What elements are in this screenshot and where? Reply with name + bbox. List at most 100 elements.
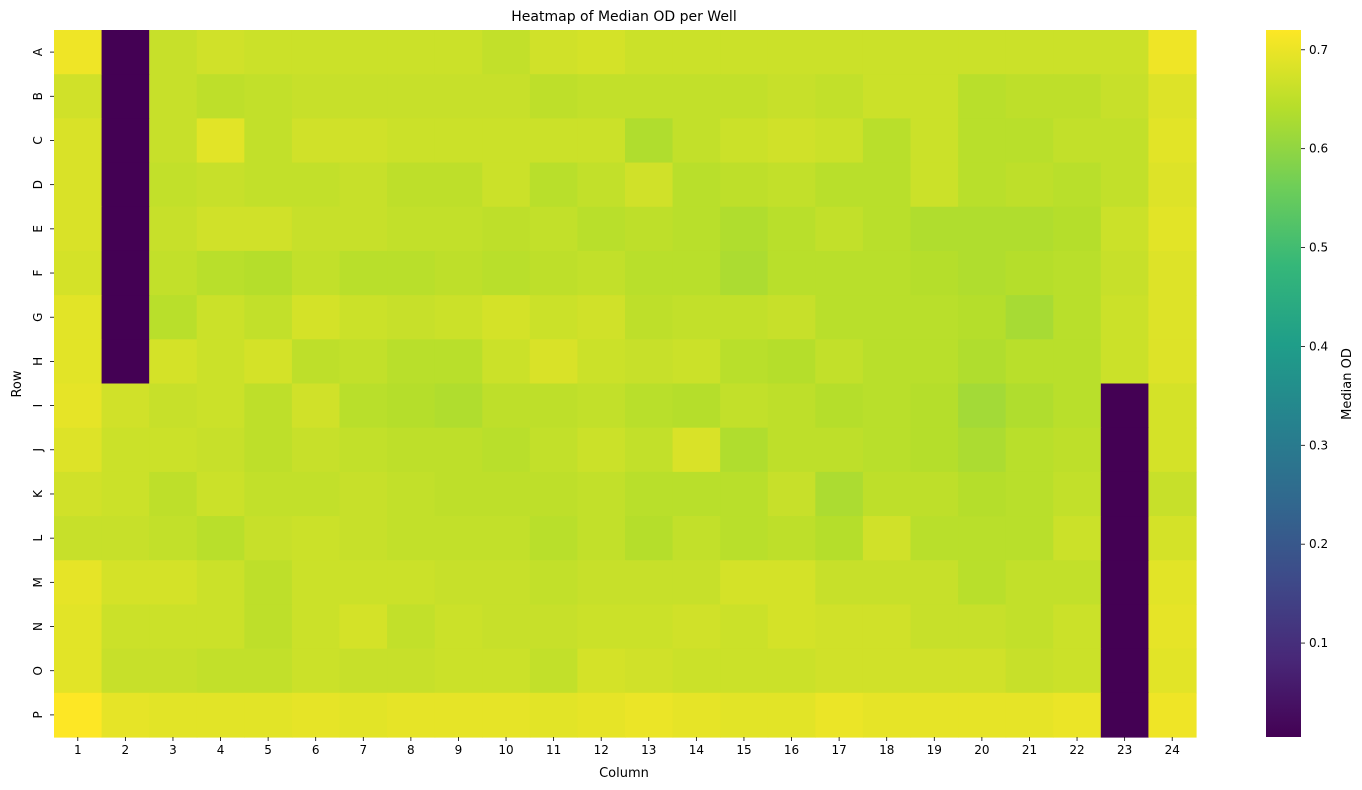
heatmap-cell-B23 [1100,74,1150,119]
heatmap-cell-O1 [54,648,103,694]
heatmap-cell-B17 [815,74,864,119]
x-tick-label: 24 [1165,743,1180,757]
heatmap-cell-K14 [672,471,721,517]
heatmap-cell-A13 [625,30,674,75]
heatmap-cell-F21 [1005,250,1054,296]
heatmap-cell-F17 [815,250,864,296]
heatmap-cell-L7 [339,516,388,561]
heatmap-cell-I1 [54,383,103,429]
heatmap-cell-K1 [54,471,103,517]
heatmap-cell-N1 [54,604,103,650]
heatmap-cell-A18 [862,30,912,75]
heatmap-cell-A14 [672,30,721,75]
heatmap-cell-F5 [244,250,293,296]
heatmap-cell-A17 [815,30,864,75]
heatmap-cell-G19 [910,295,959,340]
heatmap-cell-J19 [910,427,959,473]
heatmap-cell-N7 [339,604,388,650]
y-tick-label: P [31,711,45,718]
heatmap-cell-J17 [815,427,864,473]
heatmap-cell-I7 [339,383,388,429]
heatmap-cell-O19 [910,648,959,694]
heatmap-cell-J9 [434,427,483,473]
heatmap-cell-O4 [196,648,245,694]
y-tick-label: A [31,47,45,56]
heatmap-cell-L8 [387,516,436,561]
y-tick-label: F [31,269,45,276]
heatmap-cell-A1 [54,30,103,75]
heatmap-cell-I4 [196,383,245,429]
y-tick-label: O [31,666,45,675]
heatmap-cell-B9 [434,74,483,119]
heatmap-cell-J4 [196,427,245,473]
heatmap-cell-L4 [196,516,245,561]
heatmap-cell-K8 [387,471,436,517]
colorbar-tick-label: 0.7 [1309,43,1328,57]
heatmap-cell-E18 [862,206,912,252]
heatmap-cell-N20 [958,604,1007,650]
heatmap-cell-F18 [862,250,912,296]
heatmap-cell-B10 [482,74,531,119]
x-tick-label: 15 [736,743,751,757]
heatmap-cell-D7 [339,162,388,208]
heatmap-cell-C23 [1100,118,1150,164]
colorbar-tick-label: 0.1 [1309,636,1328,650]
heatmap-cell-J20 [958,427,1007,473]
heatmap-cell-B7 [339,74,388,119]
heatmap-cell-N8 [387,604,436,650]
heatmap-cell-G17 [815,295,864,340]
heatmap-cell-E9 [434,206,483,252]
heatmap-cell-D23 [1100,162,1150,208]
heatmap-cell-M11 [529,560,579,606]
heatmap-cell-M22 [1053,560,1102,606]
heatmap-cell-D12 [577,162,626,208]
heatmap-cell-G13 [625,295,674,340]
heatmap-cell-L1 [54,516,103,561]
heatmap-cell-M4 [196,560,245,606]
heatmap-cell-L15 [720,516,769,561]
heatmap-cell-H20 [958,339,1007,385]
heatmap-cell-C16 [767,118,816,164]
heatmap-cell-A3 [149,30,198,75]
heatmap-cell-M24 [1148,560,1197,606]
heatmap-cell-H14 [672,339,721,385]
heatmap-cell-A19 [910,30,959,75]
heatmap-cell-L3 [149,516,198,561]
heatmap-cell-I9 [434,383,483,429]
heatmap-cell-L17 [815,516,864,561]
heatmap-cell-C12 [577,118,626,164]
heatmap-cell-F7 [339,250,388,296]
heatmap-cell-A16 [767,30,816,75]
heatmap-cell-F23 [1100,250,1150,296]
y-tick-label: C [31,136,45,144]
heatmap-cell-J13 [625,427,674,473]
x-tick-label: 22 [1069,743,1084,757]
heatmap-cell-N2 [101,604,150,650]
heatmap-cell-G11 [529,295,579,340]
heatmap-cell-J7 [339,427,388,473]
heatmap-cell-A10 [482,30,531,75]
heatmap-cell-G8 [387,295,436,340]
heatmap-cell-E19 [910,206,959,252]
heatmap-cell-B22 [1053,74,1102,119]
heatmap-cell-M2 [101,560,150,606]
heatmap-cell-N24 [1148,604,1197,650]
heatmap-cell-A9 [434,30,483,75]
heatmap-cell-A4 [196,30,245,75]
heatmap-cell-N22 [1053,604,1102,650]
heatmap-cell-B24 [1148,74,1197,119]
heatmap-cell-F12 [577,250,626,296]
heatmap-cell-J1 [54,427,103,473]
heatmap-cell-M18 [862,560,912,606]
heatmap-cell-L14 [672,516,721,561]
colorbar-tick-label: 0.2 [1309,537,1328,551]
heatmap-cell-K18 [862,471,912,517]
heatmap-cell-H23 [1100,339,1150,385]
heatmap-cell-J24 [1148,427,1197,473]
heatmap-cell-N16 [767,604,816,650]
heatmap-cells [54,30,1197,738]
heatmap-cell-F6 [291,250,341,296]
heatmap-cell-P7 [339,692,388,738]
heatmap-cell-P20 [958,692,1007,738]
heatmap-cell-E15 [720,206,769,252]
